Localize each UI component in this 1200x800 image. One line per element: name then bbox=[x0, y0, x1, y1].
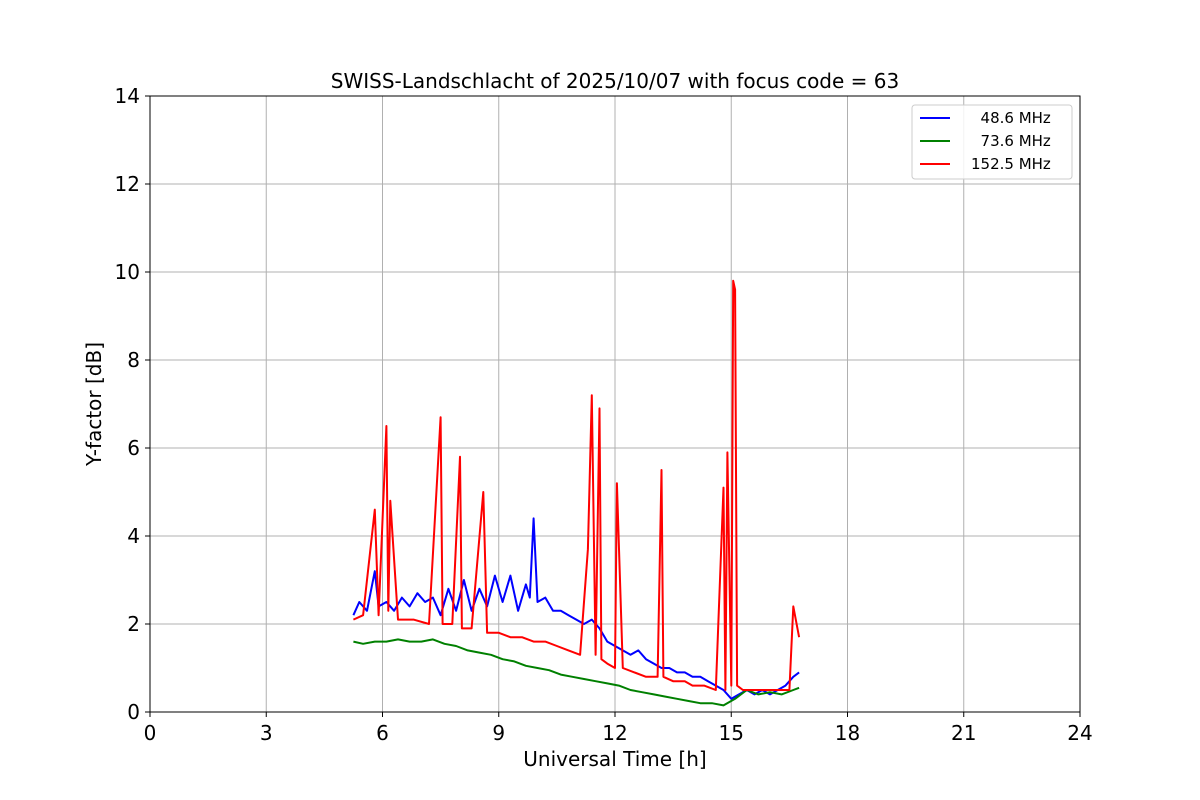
y-tick-label: 14 bbox=[115, 84, 140, 108]
series-line-2 bbox=[352, 279, 801, 691]
legend: 48.6 MHz 73.6 MHz 152.5 MHz bbox=[911, 104, 1073, 180]
x-axis-label: Universal Time [h] bbox=[523, 747, 706, 771]
y-tick-label: 0 bbox=[127, 700, 140, 724]
legend-label: 48.6 MHz bbox=[971, 109, 1051, 127]
x-tick-label: 6 bbox=[376, 721, 389, 745]
y-axis-label: Y-factor [dB] bbox=[82, 342, 106, 467]
y-tick-label: 12 bbox=[115, 172, 140, 196]
x-tick-label: 21 bbox=[951, 721, 976, 745]
legend-label: 152.5 MHz bbox=[971, 155, 1051, 173]
legend-box bbox=[911, 104, 1073, 180]
series-line-0 bbox=[352, 517, 800, 700]
y-tick-label: 6 bbox=[127, 436, 140, 460]
series-group bbox=[352, 279, 801, 707]
y-tick-label: 2 bbox=[127, 612, 140, 636]
x-tick-label: 3 bbox=[260, 721, 273, 745]
x-tick-label: 24 bbox=[1067, 721, 1092, 745]
x-tick-label: 9 bbox=[492, 721, 505, 745]
x-tick-label: 15 bbox=[719, 721, 744, 745]
x-tick-label: 0 bbox=[144, 721, 157, 745]
x-tick-label: 18 bbox=[835, 721, 860, 745]
series-line-1 bbox=[353, 638, 800, 707]
x-tick-label: 12 bbox=[602, 721, 627, 745]
y-tick-label: 4 bbox=[127, 524, 140, 548]
legend-label: 73.6 MHz bbox=[971, 132, 1051, 150]
y-tick-label: 8 bbox=[127, 348, 140, 372]
y-tick-label: 10 bbox=[115, 260, 140, 284]
chart-title: SWISS-Landschlacht of 2025/10/07 with fo… bbox=[331, 69, 899, 93]
